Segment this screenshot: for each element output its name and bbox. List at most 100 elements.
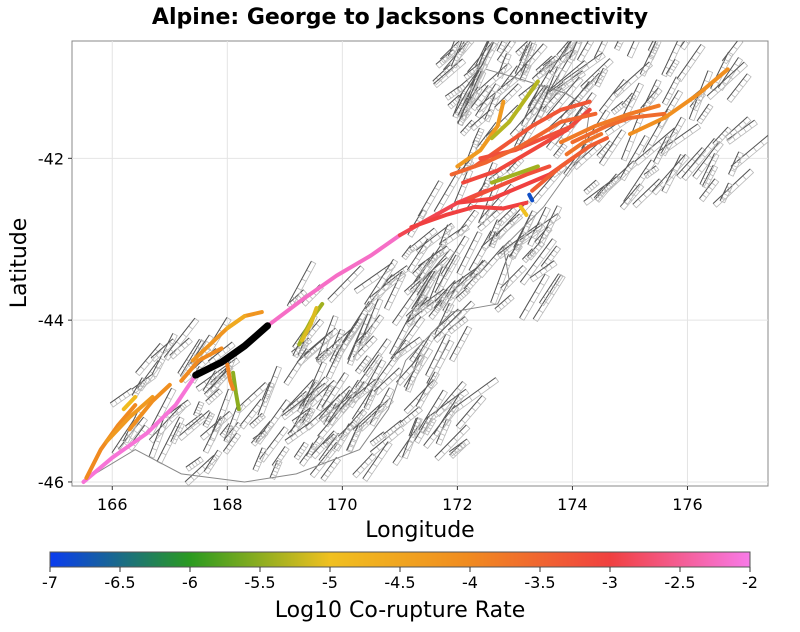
basemap-fault	[209, 388, 234, 442]
corupture-fault-trace	[81, 373, 198, 484]
basemap-fault	[459, 70, 487, 122]
grid-lines	[72, 41, 768, 486]
basemap-fault	[403, 379, 438, 415]
basemap-fault	[619, 183, 645, 211]
x-axis-ticks: 166 168 170 172 174 176	[97, 486, 703, 514]
x-tick-label: 166	[97, 495, 128, 514]
basemap-fault	[469, 109, 494, 132]
basemap-fault	[239, 398, 266, 430]
basemap-fault	[428, 299, 446, 321]
basemap-fault	[257, 365, 283, 418]
basemap-fault	[490, 253, 514, 305]
coastline	[94, 68, 591, 483]
colorbar-label: Log10 Co-rupture Rate	[275, 598, 526, 623]
basemap-fault	[252, 447, 268, 472]
basemap-fault	[594, 67, 609, 88]
basemap-fault	[151, 332, 178, 378]
basemap-fault	[613, 61, 654, 98]
basemap-fault	[509, 105, 540, 139]
corupture-fault-trace	[518, 204, 529, 217]
basemap-fault	[500, 264, 528, 293]
basemap-fault	[401, 416, 423, 460]
basemap-fault	[205, 388, 224, 406]
basemap-fault	[580, 58, 614, 91]
colorbar-tick-label: -4.5	[384, 573, 415, 592]
corupture-fault-trace	[472, 99, 592, 169]
corupture-fault-trace	[530, 136, 609, 193]
basemap-fault	[346, 408, 368, 432]
basemap-fault	[309, 441, 341, 479]
basemap-fault	[648, 43, 661, 60]
basemap-fault	[364, 258, 399, 308]
basemap-fault	[352, 403, 385, 434]
basemap-fault	[620, 112, 646, 162]
basemap-fault	[569, 41, 584, 62]
basemap-fault	[382, 419, 405, 439]
basemap-fault	[362, 441, 393, 482]
y-tick-label: -46	[38, 473, 64, 492]
corupture-fault-trace	[449, 111, 598, 177]
basemap-fault	[384, 265, 411, 286]
basemap-fault	[496, 41, 509, 54]
basemap-fault	[553, 143, 568, 160]
basemap-fault	[203, 370, 231, 398]
basemap-fault	[339, 396, 356, 414]
corupture-fault-trace	[409, 200, 529, 230]
chart-title: Alpine: George to Jacksons Connectivity	[152, 5, 648, 30]
basemap-fault	[463, 63, 482, 81]
basemap-fault	[170, 422, 185, 445]
basemap-fault	[156, 416, 185, 465]
basemap-fault	[692, 141, 724, 180]
corupture-fault-trace	[564, 132, 604, 157]
basemap-fault	[202, 415, 226, 454]
basemap-fault	[354, 355, 372, 375]
basemap-fault	[354, 331, 371, 348]
basemap-fault-network	[94, 41, 768, 486]
source-section	[192, 322, 272, 379]
corupture-fault-trace	[558, 103, 661, 145]
basemap-fault	[163, 317, 200, 361]
basemap-fault	[447, 41, 461, 59]
basemap-fault	[310, 430, 339, 460]
basemap-fault	[456, 231, 483, 276]
x-tick-label: 168	[212, 495, 243, 514]
basemap-fault	[439, 224, 453, 248]
corupture-fault-trace	[570, 111, 667, 145]
basemap-fault	[457, 88, 477, 119]
corupture-fault-trace	[489, 164, 540, 185]
basemap-fault	[444, 85, 463, 101]
corupture-fault-trace	[127, 382, 172, 432]
basemap-fault	[432, 64, 454, 86]
basemap-fault	[369, 270, 406, 302]
corupture-fault-trace	[455, 99, 506, 169]
basemap-fault	[316, 315, 339, 363]
basemap-fault	[399, 406, 423, 428]
basemap-fault	[376, 339, 411, 384]
basemap-fault	[561, 52, 606, 87]
basemap-fault	[185, 456, 204, 472]
basemap-fault	[351, 377, 384, 423]
basemap-fault	[401, 244, 416, 261]
basemap-fault	[626, 41, 641, 59]
y-axis-label: Latitude	[7, 218, 32, 309]
basemap-fault	[676, 43, 706, 83]
basemap-fault	[451, 377, 500, 414]
basemap-fault	[318, 393, 345, 423]
basemap-fault	[169, 337, 193, 360]
basemap-fault	[521, 248, 537, 264]
basemap-fault	[440, 235, 470, 278]
basemap-fault	[269, 459, 283, 480]
basemap-fault	[193, 400, 205, 418]
basemap-fault	[623, 159, 656, 205]
y-axis-ticks: -42 -44 -46	[38, 149, 72, 492]
basemap-fault	[389, 313, 416, 357]
basemap-fault	[598, 129, 627, 167]
basemap-fault	[614, 41, 625, 52]
colorbar-ticks: -7 -6.5 -6 -5.5 -5 -4.5 -4 -3.5 -3 -2.5 -2	[42, 567, 758, 592]
basemap-fault	[286, 260, 317, 309]
colorbar-tick-label: -6.5	[104, 573, 135, 592]
basemap-fault	[510, 214, 536, 260]
basemap-fault	[701, 164, 719, 190]
basemap-fault	[291, 407, 314, 426]
